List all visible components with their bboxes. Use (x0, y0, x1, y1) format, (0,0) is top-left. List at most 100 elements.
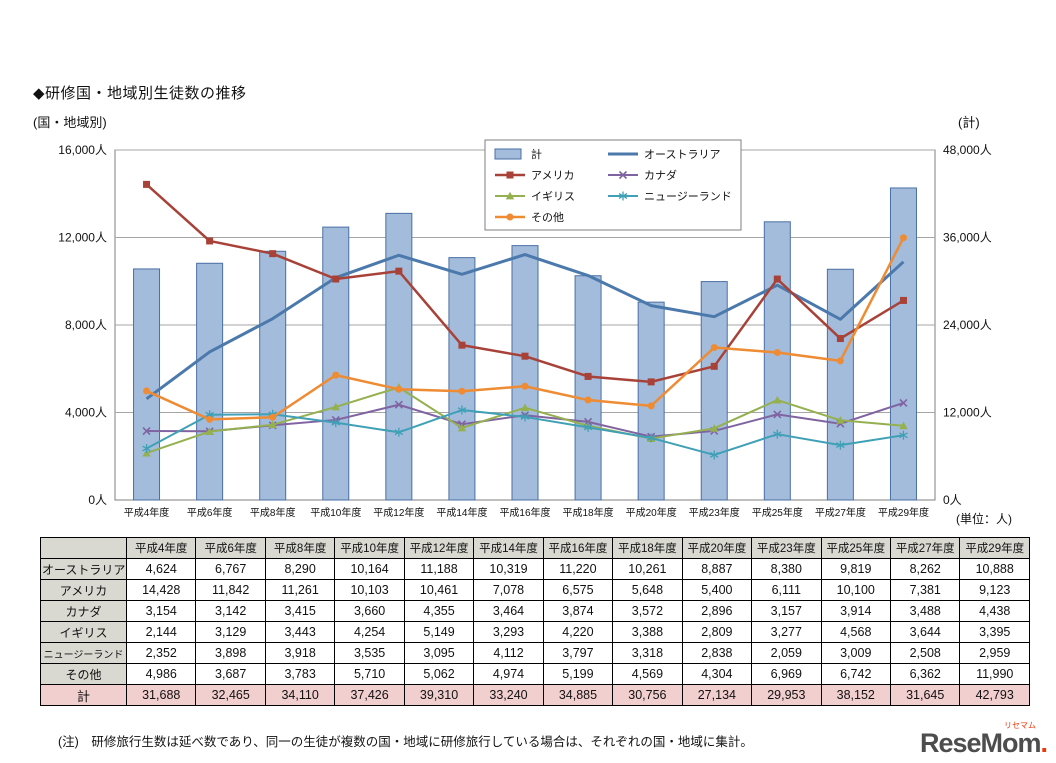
table-cell: 3,572 (612, 600, 683, 622)
bar-total (637, 301, 665, 501)
table-cell: 3,898 (195, 642, 266, 664)
line-marker (899, 421, 908, 430)
right-axis-caption: (計) (958, 115, 980, 130)
row-header: カナダ (40, 600, 127, 622)
table-cell: 32,465 (195, 684, 266, 706)
table-cell: 3,277 (751, 621, 822, 643)
legend-label: アメリカ (531, 169, 574, 182)
table-cell: 3,318 (612, 642, 683, 664)
line-marker (647, 378, 655, 386)
x-axis-tick: 平成25年度 (752, 506, 803, 519)
column-header: 平成12年度 (403, 537, 475, 559)
left-axis-tick: 0人 (88, 493, 107, 507)
column-header: 平成25年度 (820, 537, 891, 559)
line-marker (772, 429, 782, 439)
bar-total (763, 221, 791, 501)
line-marker (206, 237, 214, 245)
left-axis-caption: (国・地域別) (33, 115, 107, 130)
line-marker (583, 422, 593, 432)
table-cell: 5,648 (612, 579, 683, 601)
line-marker (332, 371, 340, 379)
x-axis-tick: 平成18年度 (563, 506, 614, 519)
line-marker (395, 267, 403, 275)
line-marker (394, 400, 403, 409)
line-marker (773, 410, 782, 419)
x-axis-tick: 平成12年度 (373, 506, 424, 519)
table-cell: 5,062 (403, 663, 475, 685)
line-marker (899, 430, 908, 440)
x-axis-tick: 平成16年度 (499, 506, 550, 519)
column-header: 平成10年度 (334, 537, 405, 559)
table-cell: 4,974 (473, 663, 544, 685)
table-cell: 3,687 (195, 663, 266, 685)
line-marker (269, 250, 277, 258)
x-axis-tick: 平成20年度 (626, 506, 677, 519)
table-cell: 4,220 (542, 621, 614, 643)
table-cell: 3,293 (473, 621, 544, 643)
table-cell: 6,575 (542, 579, 614, 601)
table-cell: 30,756 (612, 684, 683, 706)
left-axis-tick: 16,000人 (58, 143, 107, 157)
left-axis-tick: 8,000人 (65, 318, 107, 332)
column-header: 平成27年度 (889, 537, 961, 559)
table-cell: 2,959 (959, 642, 1030, 664)
line-marker (899, 398, 908, 407)
table-cell: 4,624 (125, 558, 197, 580)
line-marker (836, 357, 844, 365)
line-marker (899, 296, 907, 304)
legend-label: イギリス (531, 190, 575, 203)
table-cell: 4,304 (681, 663, 753, 685)
table-cell: 3,797 (542, 642, 614, 664)
line-marker (521, 382, 529, 390)
table-cell: 31,645 (889, 684, 961, 706)
legend-swatch-marker (505, 191, 515, 200)
x-axis-tick: 平成14年度 (436, 506, 487, 519)
table-row: オーストラリア 4,624 6,767 8,290 10,164 11,188 10,319… (40, 558, 1030, 580)
column-header: 平成23年度 (751, 537, 822, 559)
line-marker (520, 412, 530, 422)
row-header: アメリカ (40, 579, 127, 601)
line-marker (646, 433, 656, 443)
line-marker (647, 402, 655, 410)
line-marker (206, 415, 214, 423)
line-marker (458, 341, 466, 349)
chart: 0人 4,000人 8,000人 12,000人 16,000人 0人 12,000人 24,… (58, 139, 992, 519)
table-corner (40, 537, 127, 559)
bar-total (448, 257, 476, 501)
table-cell: 3,874 (542, 600, 614, 622)
line-marker (899, 234, 907, 242)
bar-total (322, 226, 350, 501)
table-row: 計 31,688 32,465 34,110 37,426 39,310 33,240 34,… (40, 684, 1030, 706)
line-marker (773, 349, 781, 357)
table-cell: 8,262 (889, 558, 961, 580)
logo-text: ReseMom. (920, 728, 1048, 758)
table-cell: 3,095 (403, 642, 475, 664)
table-cell: 10,103 (334, 579, 405, 601)
table-cell: 4,254 (334, 621, 405, 643)
line-marker (836, 416, 845, 424)
bar-total (826, 268, 854, 501)
legend-label: その他 (531, 211, 564, 224)
table-cell: 3,783 (264, 663, 336, 685)
line-series (145, 253, 905, 401)
table-cell: 6,767 (195, 558, 266, 580)
table-cell: 11,990 (959, 663, 1030, 685)
table-cell: 37,426 (334, 684, 405, 706)
legend-label: オーストラリア (644, 148, 720, 161)
table-row: その他 4,986 3,687 3,783 5,710 5,062 4,974 5,199 4,… (40, 663, 1030, 685)
table-cell: 11,220 (542, 558, 614, 580)
table-cell: 9,819 (820, 558, 891, 580)
table-cell: 3,009 (820, 642, 891, 664)
table-cell: 3,395 (959, 621, 1030, 643)
table-cell: 5,149 (403, 621, 475, 643)
legend-swatch-bar (494, 148, 522, 160)
line-marker (331, 418, 341, 428)
table-cell: 3,914 (820, 600, 891, 622)
line-marker (395, 385, 403, 393)
table-cell: 3,918 (264, 642, 336, 664)
table-cell: 11,261 (264, 579, 336, 601)
legend-swatch-marker (618, 170, 628, 180)
column-header: 平成4年度 (125, 537, 197, 559)
table-cell: 4,986 (125, 663, 197, 685)
